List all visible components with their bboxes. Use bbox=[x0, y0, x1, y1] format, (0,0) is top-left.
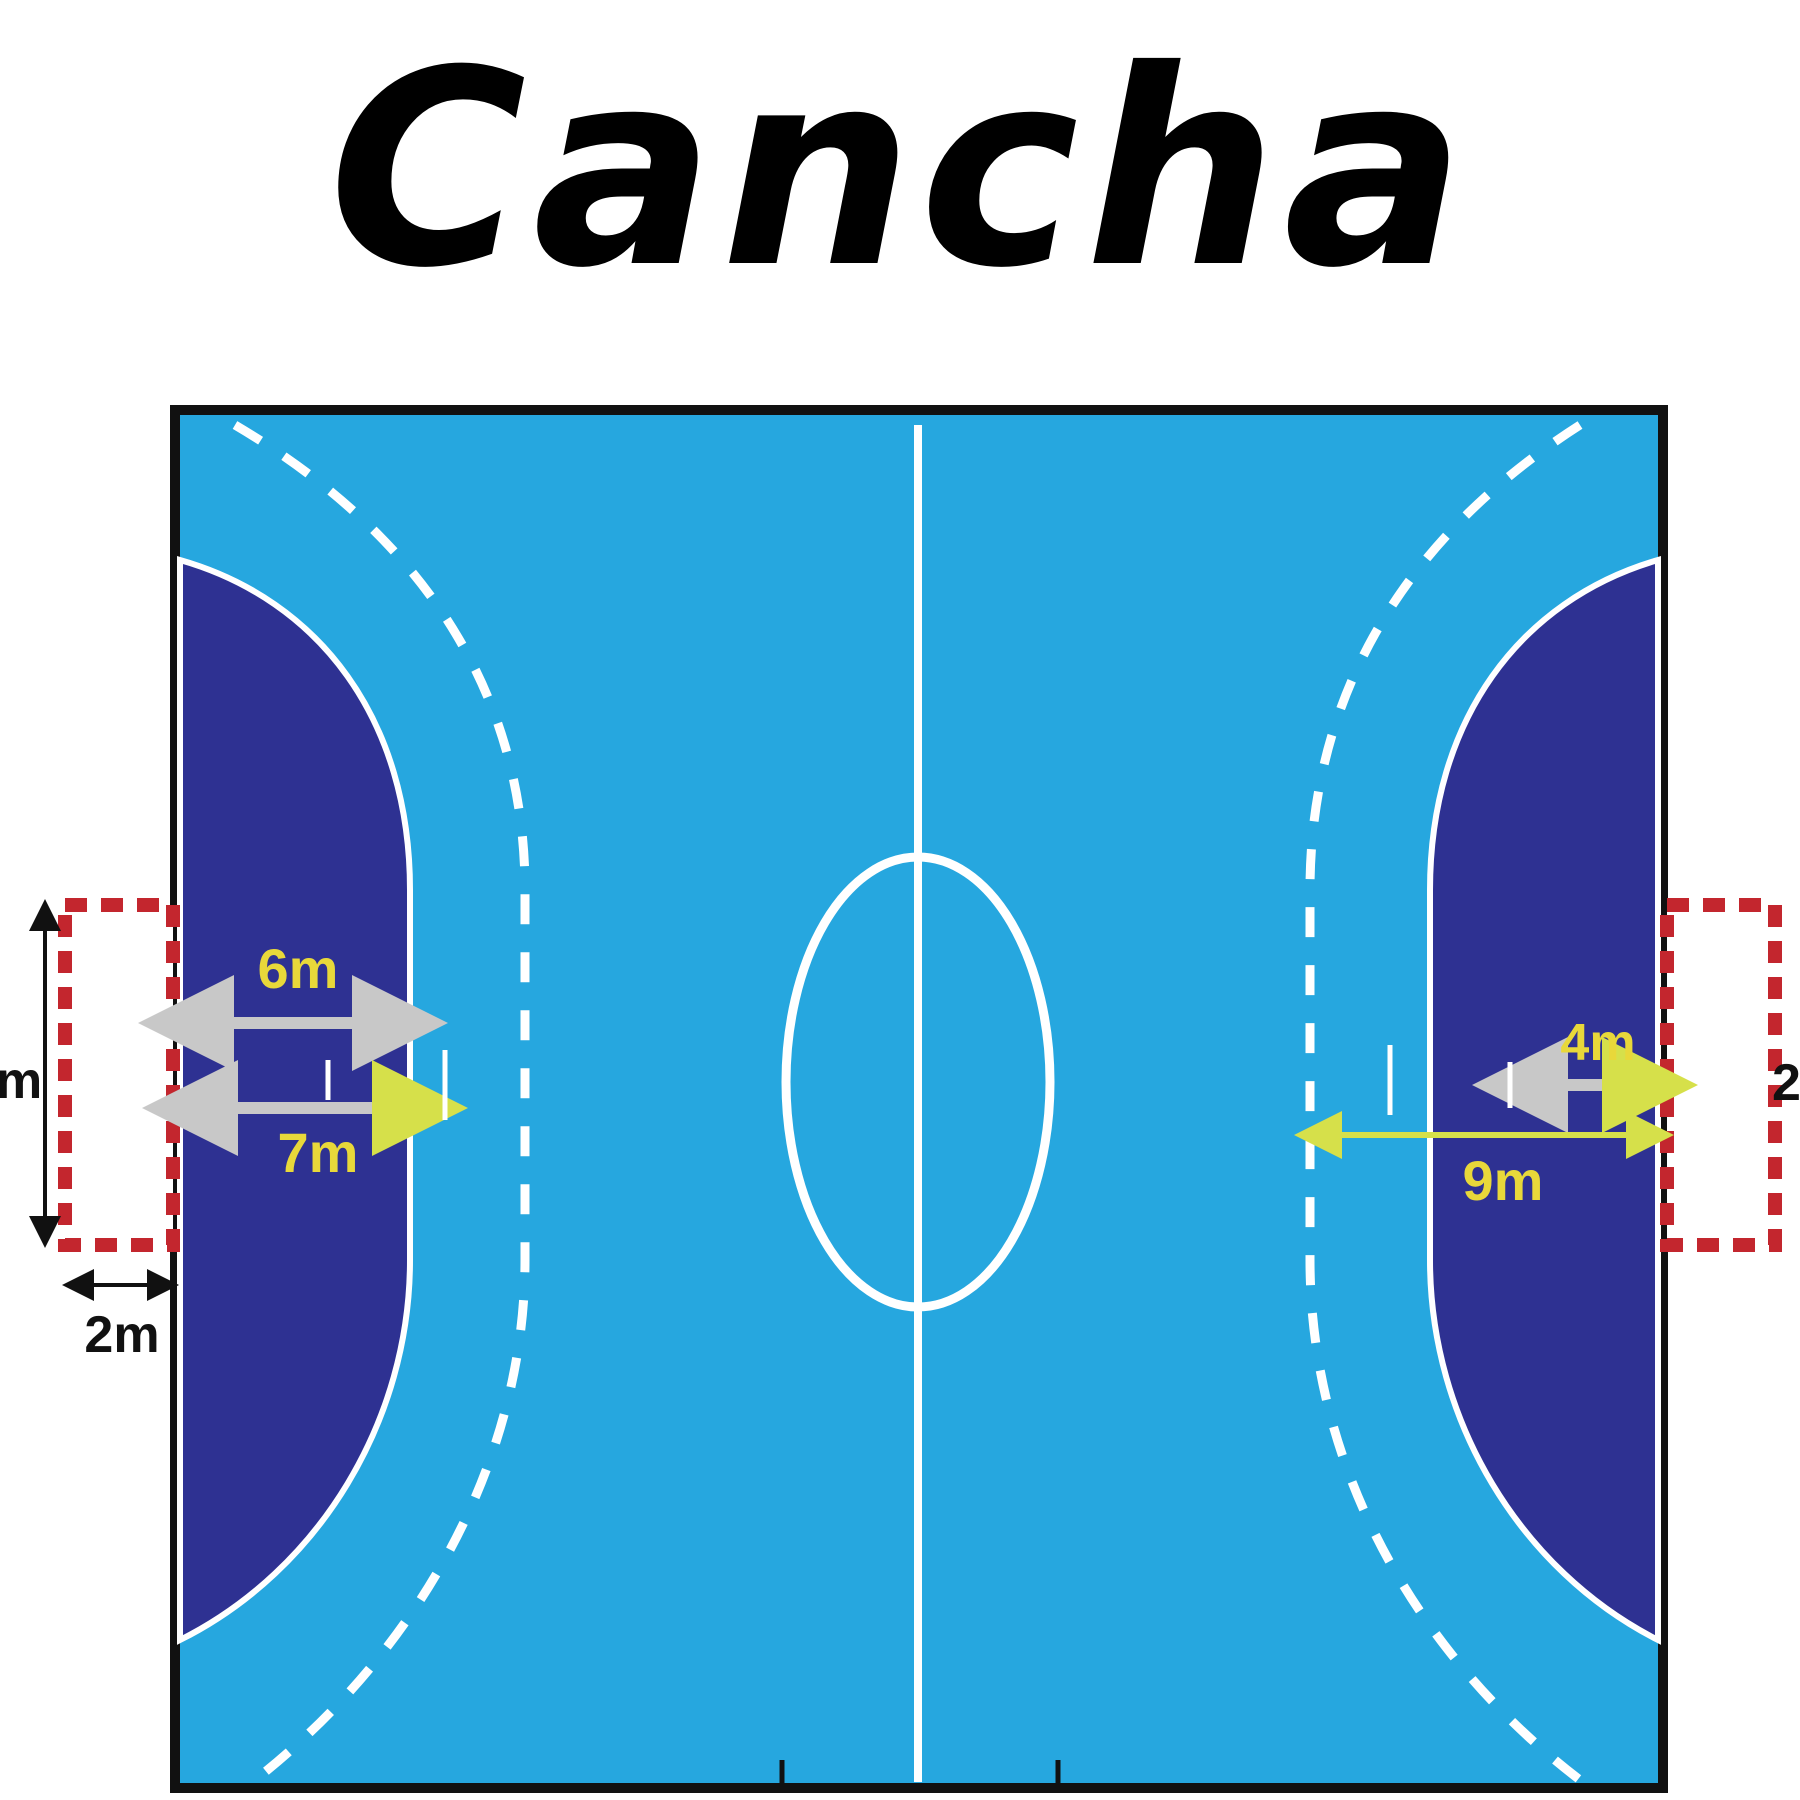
page-title: Cancha bbox=[328, 12, 1472, 327]
label-4m: 4m bbox=[1560, 1014, 1635, 1072]
right-free-throw-line bbox=[1305, 421, 1583, 1784]
left-free-throw-line bbox=[232, 421, 530, 1784]
left-goal bbox=[58, 898, 180, 1252]
label-2m: 2m bbox=[84, 1306, 159, 1364]
label-6m: 6m bbox=[258, 937, 339, 1000]
label-9m: 9m bbox=[1463, 1149, 1544, 1212]
center-circle bbox=[781, 852, 1055, 1312]
label-7m: 7m bbox=[278, 1121, 359, 1184]
right-goal bbox=[1660, 898, 1782, 1252]
label-3m-partial: m bbox=[0, 1052, 42, 1110]
label-right-partial: 2 bbox=[1772, 1054, 1800, 1112]
